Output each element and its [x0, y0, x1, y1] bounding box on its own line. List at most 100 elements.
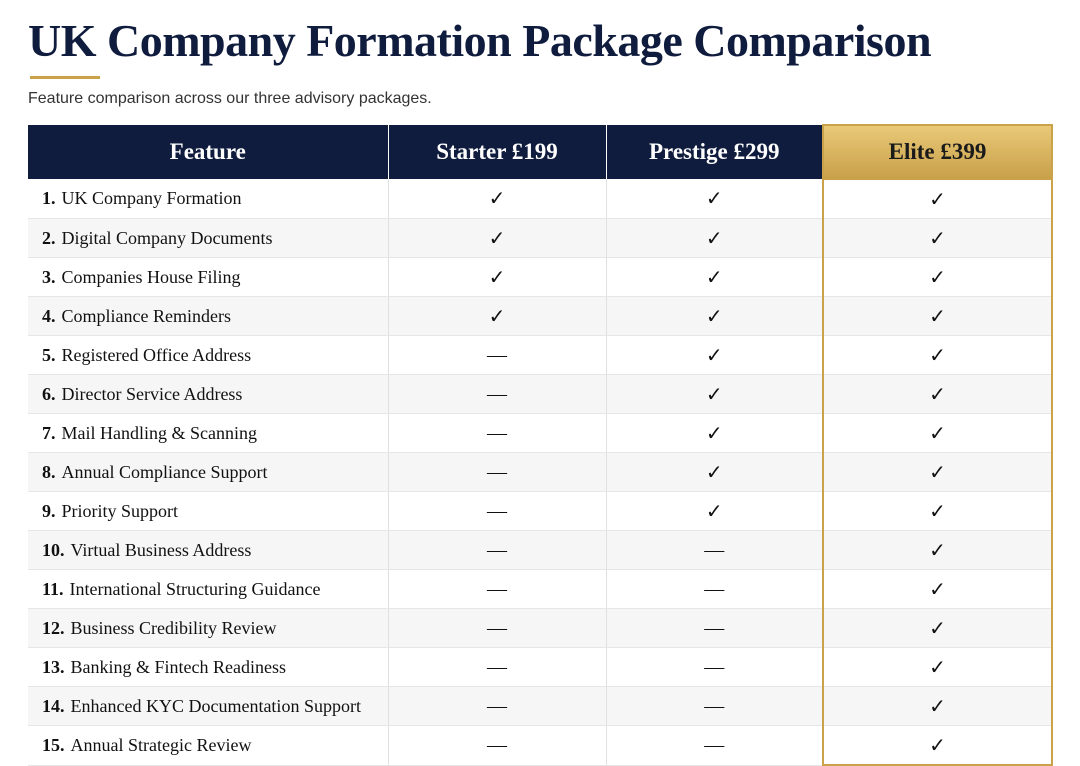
- feature-cell: 15. Annual Strategic Review: [28, 725, 389, 766]
- feature-cell: 11. International Structuring Guidance: [28, 569, 389, 609]
- availability-cell: ✓: [606, 491, 824, 531]
- availability-cell: —: [606, 530, 824, 570]
- column-header: Feature: [28, 125, 389, 179]
- availability-cell: ✓: [606, 374, 824, 414]
- availability-cell: ✓: [822, 725, 1053, 766]
- feature-cell: 4. Compliance Reminders: [28, 296, 389, 336]
- availability-cell: —: [606, 725, 824, 766]
- row-number: 13.: [42, 656, 65, 677]
- feature-cell: 9. Priority Support: [28, 491, 389, 531]
- table-row: 5. Registered Office Address — ✓ ✓: [28, 335, 1053, 375]
- feature-cell: 13. Banking & Fintech Readiness: [28, 647, 389, 687]
- availability-cell: ✓: [822, 218, 1053, 258]
- feature-cell: 1. UK Company Formation: [28, 179, 389, 219]
- availability-cell: ✓: [606, 335, 824, 375]
- availability-cell: ✓: [822, 335, 1053, 375]
- row-number: 14.: [42, 695, 65, 716]
- table-row: 13. Banking & Fintech Readiness — — ✓: [28, 647, 1053, 687]
- row-number: 11.: [42, 578, 64, 599]
- table-row: 10. Virtual Business Address — — ✓: [28, 530, 1053, 570]
- feature-cell: 3. Companies House Filing: [28, 257, 389, 297]
- availability-cell: ✓: [606, 257, 824, 297]
- availability-cell: ✓: [822, 452, 1053, 492]
- header-row: Feature Starter £199 Prestige £299 Elite £3…: [28, 124, 1053, 180]
- row-number: 6.: [42, 383, 56, 404]
- availability-cell: —: [388, 413, 607, 453]
- feature-name: Digital Company Documents: [61, 227, 273, 248]
- availability-cell: —: [388, 647, 607, 687]
- column-header: Elite £399: [822, 124, 1053, 180]
- table-row: 12. Business Credibility Review — — ✓: [28, 608, 1053, 648]
- feature-cell: 8. Annual Compliance Support: [28, 452, 389, 492]
- table-row: 7. Mail Handling & Scanning — ✓ ✓: [28, 413, 1053, 453]
- availability-cell: ✓: [388, 179, 607, 219]
- feature-name: Banking & Fintech Readiness: [70, 656, 286, 677]
- row-number: 7.: [42, 422, 56, 443]
- availability-cell: —: [606, 569, 824, 609]
- title-rule: [30, 76, 100, 79]
- availability-cell: —: [388, 530, 607, 570]
- column-header: Starter £199: [388, 125, 607, 179]
- availability-cell: ✓: [388, 257, 607, 297]
- availability-cell: ✓: [606, 179, 824, 219]
- feature-name: Enhanced KYC Documentation Support: [70, 695, 361, 716]
- table-row: 1. UK Company Formation ✓ ✓ ✓: [28, 179, 1053, 219]
- availability-cell: ✓: [822, 647, 1053, 687]
- availability-cell: —: [606, 686, 824, 726]
- feature-cell: 5. Registered Office Address: [28, 335, 389, 375]
- row-number: 15.: [42, 734, 65, 755]
- feature-name: Priority Support: [61, 500, 179, 521]
- table-row: 3. Companies House Filing ✓ ✓ ✓: [28, 257, 1053, 297]
- availability-cell: ✓: [388, 218, 607, 258]
- table-row: 15. Annual Strategic Review — — ✓: [28, 725, 1053, 766]
- availability-cell: —: [388, 452, 607, 492]
- availability-cell: ✓: [822, 491, 1053, 531]
- availability-cell: ✓: [822, 686, 1053, 726]
- availability-cell: —: [388, 725, 607, 766]
- feature-name: Mail Handling & Scanning: [61, 422, 257, 443]
- availability-cell: ✓: [822, 374, 1053, 414]
- availability-cell: —: [606, 608, 824, 648]
- table-body: 1. UK Company Formation ✓ ✓ ✓ 2. Digital Compa…: [28, 179, 1053, 766]
- availability-cell: —: [388, 374, 607, 414]
- availability-cell: ✓: [822, 608, 1053, 648]
- availability-cell: ✓: [606, 452, 824, 492]
- feature-cell: 12. Business Credibility Review: [28, 608, 389, 648]
- row-number: 5.: [42, 344, 56, 365]
- row-number: 1.: [42, 188, 56, 208]
- feature-name: Annual Strategic Review: [70, 734, 252, 755]
- table-row: 6. Director Service Address — ✓ ✓: [28, 374, 1053, 414]
- feature-name: Business Credibility Review: [70, 617, 277, 638]
- availability-cell: ✓: [606, 413, 824, 453]
- availability-cell: —: [388, 608, 607, 648]
- subtitle: Feature comparison across our three advi…: [28, 90, 432, 107]
- comparison-table: Feature Starter £199 Prestige £299 Elite £3…: [28, 124, 1053, 766]
- availability-cell: ✓: [606, 218, 824, 258]
- row-number: 12.: [42, 617, 65, 638]
- feature-cell: 2. Digital Company Documents: [28, 218, 389, 258]
- feature-name: Virtual Business Address: [70, 539, 252, 560]
- row-number: 2.: [42, 227, 56, 248]
- feature-name: International Structuring Guidance: [69, 578, 321, 599]
- availability-cell: —: [606, 647, 824, 687]
- availability-cell: ✓: [822, 257, 1053, 297]
- table-row: 11. International Structuring Guidance — — ✓: [28, 569, 1053, 609]
- feature-cell: 7. Mail Handling & Scanning: [28, 413, 389, 453]
- row-number: 9.: [42, 500, 56, 521]
- feature-name: Director Service Address: [61, 383, 243, 404]
- row-number: 8.: [42, 461, 56, 482]
- availability-cell: —: [388, 569, 607, 609]
- availability-cell: ✓: [822, 530, 1053, 570]
- table-row: 9. Priority Support — ✓ ✓: [28, 491, 1053, 531]
- feature-cell: 6. Director Service Address: [28, 374, 389, 414]
- availability-cell: —: [388, 335, 607, 375]
- availability-cell: ✓: [822, 179, 1053, 219]
- availability-cell: ✓: [606, 296, 824, 336]
- table-row: 8. Annual Compliance Support — ✓ ✓: [28, 452, 1053, 492]
- feature-name: Compliance Reminders: [61, 305, 231, 326]
- feature-cell: 14. Enhanced KYC Documentation Support: [28, 686, 389, 726]
- feature-name: UK Company Formation: [61, 188, 242, 208]
- column-header: Prestige £299: [606, 125, 824, 179]
- row-number: 4.: [42, 305, 56, 326]
- availability-cell: ✓: [822, 413, 1053, 453]
